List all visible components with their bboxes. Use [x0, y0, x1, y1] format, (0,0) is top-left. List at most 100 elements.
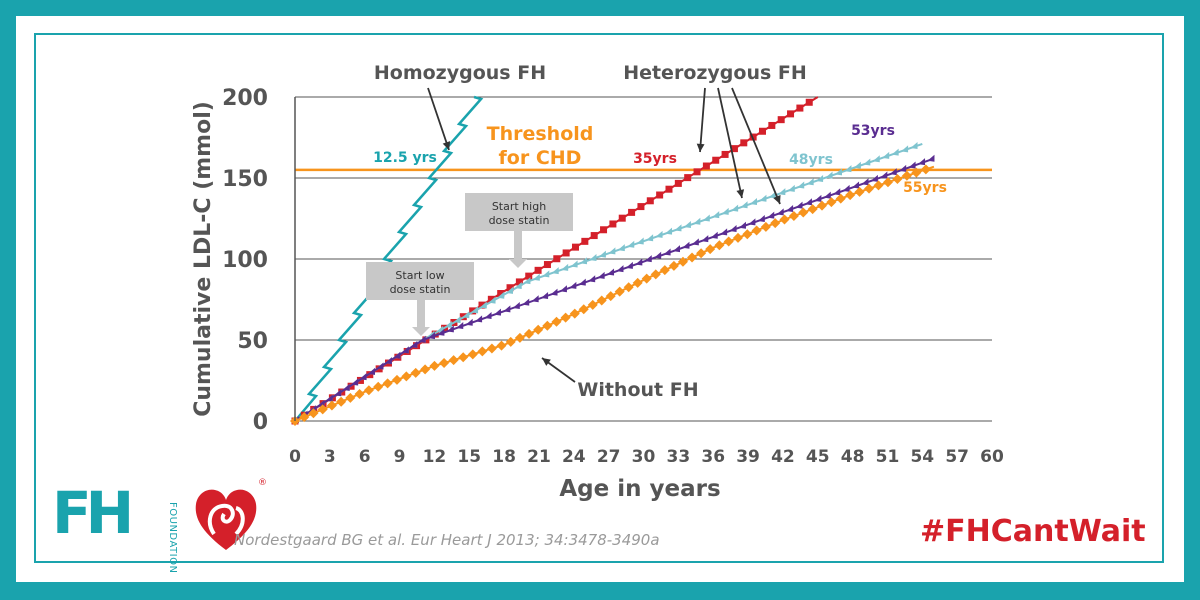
data-point — [488, 296, 496, 304]
data-point — [712, 156, 720, 164]
data-point — [493, 308, 501, 316]
x-tick-label: 18 — [492, 447, 516, 467]
data-point — [687, 252, 698, 263]
data-point — [795, 201, 803, 209]
data-point — [702, 214, 710, 222]
data-point — [721, 150, 729, 158]
x-tick-label: 48 — [841, 447, 865, 467]
data-point — [456, 322, 464, 330]
x-tick-label: 60 — [980, 447, 1004, 467]
data-point — [891, 148, 899, 156]
data-point — [732, 232, 743, 243]
data-point — [436, 325, 444, 333]
statin-line1: Start high — [492, 200, 546, 213]
data-point — [730, 145, 738, 153]
data-point — [542, 270, 550, 278]
heart-icon — [195, 489, 257, 550]
data-point — [354, 388, 365, 399]
data-point — [655, 230, 663, 238]
data-point — [578, 278, 586, 286]
data-point — [777, 116, 785, 124]
data-point — [580, 257, 588, 265]
data-point — [714, 240, 725, 251]
data-point — [908, 161, 916, 169]
statin-box — [465, 193, 573, 231]
data-point — [542, 320, 553, 331]
data-point — [889, 168, 897, 176]
data-point — [570, 260, 578, 268]
data-point — [401, 346, 409, 354]
data-point — [614, 286, 625, 297]
data-point — [882, 177, 893, 188]
data-point — [901, 145, 909, 153]
data-point — [551, 267, 559, 275]
arrow-het-blue — [717, 87, 743, 199]
x-tick-label: 0 — [289, 447, 301, 467]
data-point — [410, 367, 421, 378]
data-point — [702, 162, 710, 170]
threshold-label-line2: for CHD — [499, 147, 582, 169]
data-point — [448, 355, 459, 366]
data-point — [496, 340, 507, 351]
data-point — [497, 291, 505, 299]
data-point — [462, 311, 470, 319]
data-point — [625, 261, 633, 269]
data-point — [475, 315, 483, 323]
x-tick-label: 24 — [562, 447, 586, 467]
data-point — [514, 332, 525, 343]
data-point — [616, 265, 624, 273]
logo-word: FOUNDATION — [167, 502, 178, 574]
data-point — [892, 174, 903, 185]
data-point — [325, 394, 333, 402]
data-point — [618, 214, 626, 222]
data-point — [359, 373, 367, 381]
data-point — [899, 164, 907, 172]
data-point — [882, 151, 890, 159]
data-point — [596, 295, 607, 306]
data-point — [863, 158, 871, 166]
x-tick-label: 36 — [701, 447, 725, 467]
data-point — [691, 238, 699, 246]
data-point — [776, 208, 784, 216]
label-35yrs: 35yrs — [633, 151, 677, 167]
data-point — [512, 301, 520, 309]
data-point — [342, 383, 350, 391]
data-point — [605, 291, 616, 302]
x-tick-label: 54 — [910, 447, 934, 467]
data-point — [635, 258, 643, 266]
data-point — [376, 362, 384, 370]
data-point — [551, 316, 562, 327]
data-point — [600, 226, 608, 234]
data-point — [842, 184, 850, 192]
data-point — [562, 249, 570, 257]
data-point — [721, 207, 729, 215]
data-point — [845, 190, 856, 201]
x-tick-label: 33 — [667, 447, 691, 467]
data-point — [656, 191, 664, 199]
data-point — [632, 277, 643, 288]
data-point — [870, 174, 878, 182]
data-point — [439, 358, 450, 369]
data-point — [901, 170, 912, 181]
data-point — [674, 224, 682, 232]
data-point — [920, 164, 931, 175]
series-line — [294, 95, 484, 422]
data-point — [569, 308, 580, 319]
data-point — [659, 265, 670, 276]
data-point — [317, 404, 328, 415]
data-point — [806, 178, 814, 186]
x-tick-label: 12 — [423, 447, 447, 467]
data-point — [351, 378, 359, 386]
threshold-label-line1: Threshold — [487, 123, 594, 145]
arrow-without-fh-head — [542, 358, 551, 366]
data-point — [758, 127, 766, 135]
data-point — [751, 225, 762, 236]
y-axis-label: Cumulative LDL-C (mmol) — [191, 101, 216, 417]
data-point — [760, 221, 771, 232]
data-point — [531, 295, 539, 303]
data-point — [561, 263, 569, 271]
data-point — [723, 236, 734, 247]
data-point — [589, 253, 597, 261]
x-tick-label: 21 — [527, 447, 551, 467]
